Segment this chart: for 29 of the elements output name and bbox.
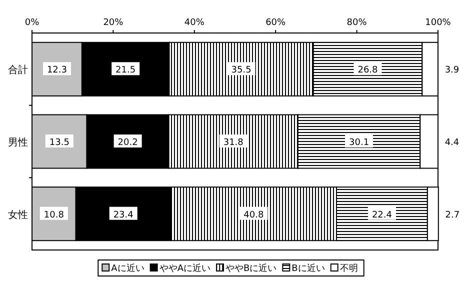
data-label: 2.7 — [445, 210, 460, 220]
data-label: 40.8 — [244, 210, 264, 220]
x-tick-label: 60% — [266, 18, 286, 28]
legend-label: Bに近い — [292, 263, 325, 274]
legend-label: ややBに近い — [225, 263, 277, 274]
legend-label: ややAに近い — [159, 263, 210, 274]
legend-label: 不明 — [340, 263, 358, 274]
data-label: 10.8 — [44, 210, 64, 220]
data-label: 26.8 — [358, 66, 378, 76]
data-label: 30.1 — [349, 138, 370, 148]
x-tick-label: 100% — [425, 18, 452, 28]
y-tick-label: 女性 — [8, 208, 28, 221]
data-label: 4.4 — [444, 138, 460, 148]
data-label: 35.5 — [231, 66, 252, 76]
y-tick-label: 合計 — [8, 64, 28, 76]
x-tick-label: 20% — [103, 18, 124, 28]
data-label: 21.5 — [116, 66, 136, 76]
data-label: 20.2 — [118, 138, 138, 148]
data-label: 22.4 — [372, 210, 392, 220]
y-tick-label: 男性 — [8, 136, 28, 148]
data-label: 31.8 — [223, 138, 244, 148]
data-label: 23.4 — [113, 210, 134, 220]
legend-label: Aに近い — [111, 263, 144, 274]
data-label: 13.5 — [49, 138, 70, 148]
data-label: 12.3 — [46, 66, 67, 76]
x-tick-label: 40% — [184, 18, 205, 28]
x-tick-label: 80% — [346, 18, 368, 28]
x-tick-label: 0% — [24, 18, 40, 28]
data-label: 3.9 — [444, 66, 460, 76]
